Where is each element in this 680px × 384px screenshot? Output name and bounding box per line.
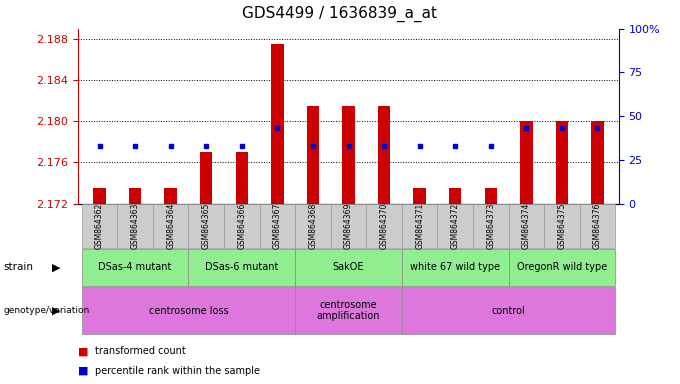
Text: GSM864374: GSM864374 bbox=[522, 203, 531, 249]
Bar bbox=[235, 152, 248, 204]
Text: white 67 wild type: white 67 wild type bbox=[410, 262, 500, 273]
Text: GSM864363: GSM864363 bbox=[131, 203, 139, 249]
Text: GSM864367: GSM864367 bbox=[273, 203, 282, 249]
Text: ▶: ▶ bbox=[52, 262, 60, 273]
Text: GDS4499 / 1636839_a_at: GDS4499 / 1636839_a_at bbox=[243, 6, 437, 22]
Text: GSM864368: GSM864368 bbox=[309, 203, 318, 249]
Text: GSM864371: GSM864371 bbox=[415, 203, 424, 249]
Bar bbox=[165, 188, 177, 204]
Text: GSM864376: GSM864376 bbox=[593, 203, 602, 249]
Text: strain: strain bbox=[3, 262, 33, 273]
Text: ■: ■ bbox=[78, 366, 88, 376]
Text: GSM864362: GSM864362 bbox=[95, 203, 104, 249]
Text: DSas-6 mutant: DSas-6 mutant bbox=[205, 262, 279, 273]
Bar bbox=[556, 121, 568, 204]
Bar bbox=[200, 152, 212, 204]
Text: transformed count: transformed count bbox=[95, 346, 186, 356]
Bar bbox=[413, 188, 426, 204]
Text: DSas-4 mutant: DSas-4 mutant bbox=[99, 262, 172, 273]
Bar bbox=[342, 106, 355, 204]
Text: ▶: ▶ bbox=[52, 306, 60, 316]
Text: GSM864375: GSM864375 bbox=[558, 203, 566, 249]
Bar bbox=[485, 188, 497, 204]
Text: control: control bbox=[492, 306, 526, 316]
Text: ■: ■ bbox=[78, 346, 88, 356]
Text: GSM864373: GSM864373 bbox=[486, 203, 495, 249]
Bar bbox=[129, 188, 141, 204]
Bar bbox=[271, 44, 284, 204]
Text: GSM864364: GSM864364 bbox=[166, 203, 175, 249]
Bar bbox=[307, 106, 319, 204]
Text: GSM864369: GSM864369 bbox=[344, 203, 353, 249]
Bar bbox=[378, 106, 390, 204]
Text: centrosome
amplification: centrosome amplification bbox=[317, 300, 380, 321]
Text: GSM864370: GSM864370 bbox=[379, 203, 388, 249]
Bar bbox=[591, 121, 604, 204]
Text: OregonR wild type: OregonR wild type bbox=[517, 262, 607, 273]
Bar bbox=[449, 188, 462, 204]
Text: genotype/variation: genotype/variation bbox=[3, 306, 90, 315]
Text: centrosome loss: centrosome loss bbox=[149, 306, 228, 316]
Text: GSM864372: GSM864372 bbox=[451, 203, 460, 249]
Text: SakOE: SakOE bbox=[333, 262, 364, 273]
Text: GSM864366: GSM864366 bbox=[237, 203, 246, 249]
Text: percentile rank within the sample: percentile rank within the sample bbox=[95, 366, 260, 376]
Bar bbox=[520, 121, 532, 204]
Text: GSM864365: GSM864365 bbox=[202, 203, 211, 249]
Bar bbox=[93, 188, 106, 204]
